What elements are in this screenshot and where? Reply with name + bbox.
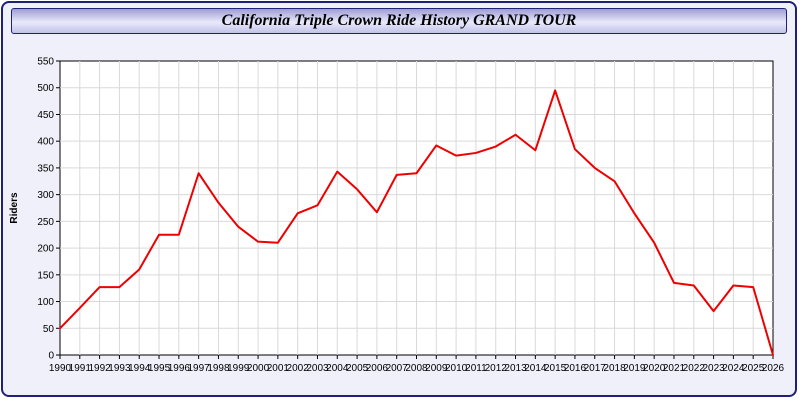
x-tick-label: 2026	[762, 363, 785, 374]
y-tick-label: 150	[37, 270, 54, 281]
x-tick-label: 2016	[564, 363, 587, 374]
x-tick-label: 1993	[108, 363, 131, 374]
series-line-riders	[59, 89, 774, 356]
y-tick-label: 300	[37, 190, 54, 201]
x-tick-label: 2009	[425, 363, 448, 374]
y-axis-label: Riders	[9, 192, 20, 224]
x-tick-label: 2010	[445, 363, 468, 374]
x-tick-label: 2003	[306, 363, 329, 374]
x-tick-label: 1990	[49, 363, 72, 374]
x-tick-label: 2019	[623, 363, 646, 374]
x-tick-label: 2011	[465, 363, 487, 374]
x-tick-label: 1991	[69, 363, 92, 374]
y-tick-label: 500	[37, 83, 54, 94]
y-tick-label: 400	[37, 137, 54, 148]
x-tick-label: 1997	[188, 363, 211, 374]
y-tick-label: 50	[43, 324, 55, 335]
y-tick-label: 350	[37, 163, 54, 174]
x-tick-label: 1999	[227, 363, 250, 374]
y-tick-label: 200	[37, 244, 54, 255]
x-tick-label: 2021	[663, 363, 686, 374]
x-tick-label: 2013	[504, 363, 527, 374]
chart-panel: 0 50 100 150 200 250 300 350 400 450 500 550 1990 199…	[3, 41, 795, 393]
x-tick-label: 2018	[603, 363, 626, 374]
x-tick-label: 1996	[168, 363, 191, 374]
x-tick-label: 2022	[683, 363, 706, 374]
y-tick-label: 250	[37, 217, 54, 228]
x-tick-label: 2007	[386, 363, 409, 374]
x-tick-label: 2005	[346, 363, 369, 374]
title-bar: California Triple Crown Ride History GRA…	[11, 8, 787, 34]
x-tick-label: 2014	[524, 363, 547, 374]
chart-title: California Triple Crown Ride History GRA…	[221, 12, 577, 29]
x-tick-label: 1998	[207, 363, 230, 374]
x-tick-label: 2001	[267, 363, 290, 374]
x-tick-label: 1995	[148, 363, 171, 374]
x-tick-label: 2023	[702, 363, 725, 374]
x-tick-label: 2017	[584, 363, 607, 374]
x-tick-label: 2004	[326, 363, 349, 374]
y-tick-label: 100	[37, 297, 54, 308]
x-tick-label: 1992	[88, 363, 111, 374]
chart-svg: 0501001502002503003504004505005501990199…	[9, 57, 785, 375]
x-tick-label: 2012	[485, 363, 508, 374]
x-tick-label: 2008	[405, 363, 428, 374]
y-tick-label: 450	[37, 110, 54, 121]
x-tick-label: 2000	[247, 363, 270, 374]
x-tick-label: 2024	[722, 363, 745, 374]
y-tick-label: 0	[48, 351, 54, 362]
y-tick-label: 550	[37, 57, 54, 68]
x-tick-label: 2015	[544, 363, 567, 374]
x-tick-label: 2006	[366, 363, 389, 374]
x-tick-label: 2002	[287, 363, 310, 374]
x-tick-label: 1994	[128, 363, 151, 374]
x-tick-label: 2020	[643, 363, 666, 374]
x-tick-label: 2025	[742, 363, 765, 374]
